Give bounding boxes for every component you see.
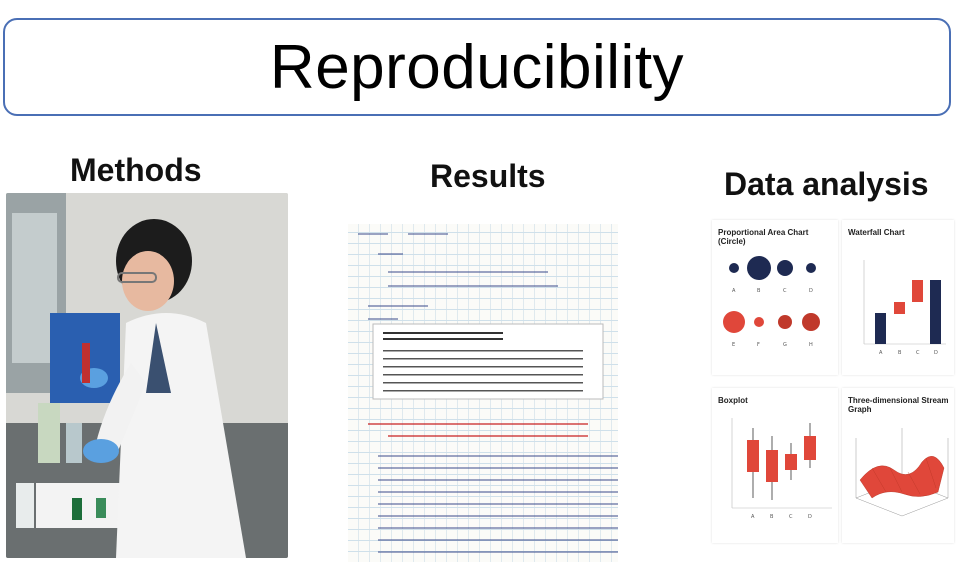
waterfall-title: Waterfall Chart <box>848 228 905 237</box>
wf-label-C: C <box>916 350 920 356</box>
circle-H <box>802 313 820 331</box>
stream-graph-title: Three-dimensional Stream Graph <box>848 396 949 414</box>
box-B <box>766 450 778 482</box>
circle-C <box>777 260 793 276</box>
label-F: F <box>757 342 760 348</box>
proportional-area-title: Proportional Area Chart (Circle) <box>718 228 809 246</box>
waterfall-bar-B <box>894 302 905 314</box>
wf-label-B: B <box>898 350 902 356</box>
waterfall-bar-D <box>930 280 941 344</box>
circle-B <box>747 256 771 280</box>
waterfall-chart: Waterfall Chart A B C D <box>842 220 954 375</box>
circle-A <box>729 263 739 273</box>
box-D <box>804 436 816 460</box>
boxplot-title: Boxplot <box>718 396 748 405</box>
waterfall-bar-A <box>875 313 886 344</box>
title-banner: Reproducibility <box>3 18 951 116</box>
methods-heading: Methods <box>70 152 202 188</box>
bp-label-B: B <box>770 514 774 520</box>
box-C <box>785 454 797 470</box>
circle-E <box>723 311 745 333</box>
stream-surface <box>859 456 945 499</box>
box-A <box>747 440 759 472</box>
proportional-area-chart: Proportional Area Chart (Circle) A B C D… <box>712 220 838 375</box>
circle-F <box>754 317 764 327</box>
bp-label-A: A <box>751 514 755 520</box>
label-E: E <box>732 342 735 348</box>
bp-label-D: D <box>808 514 812 520</box>
label-H: H <box>809 342 813 348</box>
boxplot-chart: Boxplot A B C D <box>712 388 838 543</box>
bp-label-C: C <box>789 514 793 520</box>
analysis-heading: Data analysis <box>724 166 929 202</box>
waterfall-bar-C <box>912 280 923 302</box>
page-title: Reproducibility <box>269 32 685 102</box>
label-G: G <box>783 342 787 348</box>
label-C: C <box>783 288 787 294</box>
lab-notebook-image <box>348 224 618 562</box>
wf-label-D: D <box>934 350 938 356</box>
results-heading: Results <box>430 158 546 194</box>
label-A: A <box>732 288 736 294</box>
label-B: B <box>757 288 761 294</box>
label-D: D <box>809 288 813 294</box>
stream-graph-chart: Three-dimensional Stream Graph <box>842 388 954 543</box>
circle-D <box>806 263 816 273</box>
wf-label-A: A <box>879 350 883 356</box>
circle-G <box>778 315 792 329</box>
lab-scientist-photo <box>6 193 288 558</box>
